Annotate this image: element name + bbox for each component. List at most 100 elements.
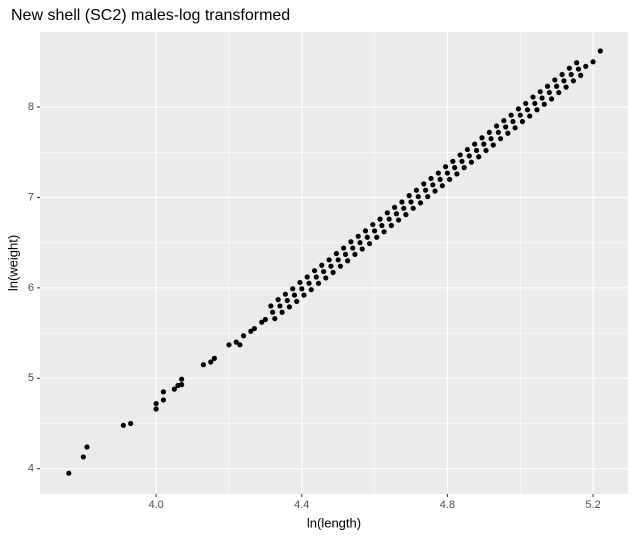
point (413, 187, 420, 193)
x-tick-label: 4.0 (148, 499, 163, 511)
point (237, 342, 243, 348)
y-axis-title: ln(weight) (5, 235, 20, 291)
point (583, 63, 589, 69)
point (578, 72, 584, 78)
point (359, 246, 365, 252)
point (439, 183, 445, 189)
point (388, 222, 394, 229)
point (422, 187, 429, 193)
point (510, 118, 516, 125)
point (179, 382, 185, 388)
point (357, 240, 363, 246)
point (454, 171, 460, 177)
point (590, 59, 596, 65)
point (461, 165, 467, 171)
point (597, 48, 603, 54)
point (393, 211, 400, 217)
point (493, 123, 500, 129)
point (532, 100, 538, 107)
point (421, 181, 427, 187)
point (534, 107, 540, 113)
point (548, 96, 555, 102)
point (403, 212, 409, 218)
point (301, 292, 307, 298)
point (517, 112, 523, 118)
point (299, 286, 305, 292)
point (345, 258, 351, 264)
x-tick-label: 4.4 (294, 499, 309, 511)
point (282, 291, 288, 297)
point (120, 422, 126, 428)
point (333, 250, 339, 257)
point (468, 159, 475, 165)
point (321, 268, 327, 275)
point (466, 153, 472, 159)
y-tick-label: 7 (28, 191, 34, 203)
point (341, 245, 347, 251)
point (396, 217, 402, 223)
point (153, 400, 159, 407)
point (554, 83, 560, 89)
point (437, 176, 443, 182)
point (386, 216, 392, 222)
point (392, 204, 398, 210)
point (200, 362, 207, 368)
point (524, 107, 531, 113)
point (503, 124, 509, 130)
point (552, 77, 558, 83)
point (284, 297, 290, 304)
point (337, 263, 343, 269)
point (519, 118, 526, 125)
point (66, 470, 72, 476)
point (208, 359, 214, 365)
point (171, 386, 177, 392)
point (406, 193, 412, 199)
point (432, 188, 438, 194)
point (179, 376, 185, 382)
x-axis-title: ln(length) (307, 515, 361, 530)
point (294, 298, 300, 305)
point (523, 100, 529, 107)
point (262, 316, 268, 323)
point (259, 319, 265, 325)
point (384, 210, 390, 216)
point (381, 229, 387, 235)
point (268, 303, 274, 309)
point (399, 199, 405, 205)
point (556, 89, 562, 96)
point (464, 146, 471, 153)
point (366, 240, 373, 247)
point (473, 147, 480, 154)
point (128, 420, 134, 427)
point (505, 130, 511, 136)
point (311, 268, 318, 274)
point (371, 228, 378, 234)
point (501, 118, 507, 124)
point (277, 303, 283, 309)
point (352, 251, 358, 258)
point (428, 175, 434, 182)
point (290, 286, 296, 292)
point (508, 112, 514, 118)
point (483, 147, 489, 154)
point (240, 333, 247, 339)
y-tick-label: 6 (28, 282, 34, 294)
point (342, 251, 349, 258)
panel (40, 32, 628, 494)
point (279, 309, 285, 315)
point (379, 222, 385, 229)
point (362, 228, 369, 234)
point (479, 135, 485, 141)
point (370, 221, 376, 228)
point (566, 65, 572, 71)
point (457, 152, 463, 158)
point (561, 78, 567, 84)
point (328, 263, 334, 269)
point (270, 309, 276, 315)
point (450, 158, 456, 164)
point (537, 89, 543, 95)
point (568, 71, 574, 78)
point (275, 297, 281, 303)
point (308, 287, 314, 293)
